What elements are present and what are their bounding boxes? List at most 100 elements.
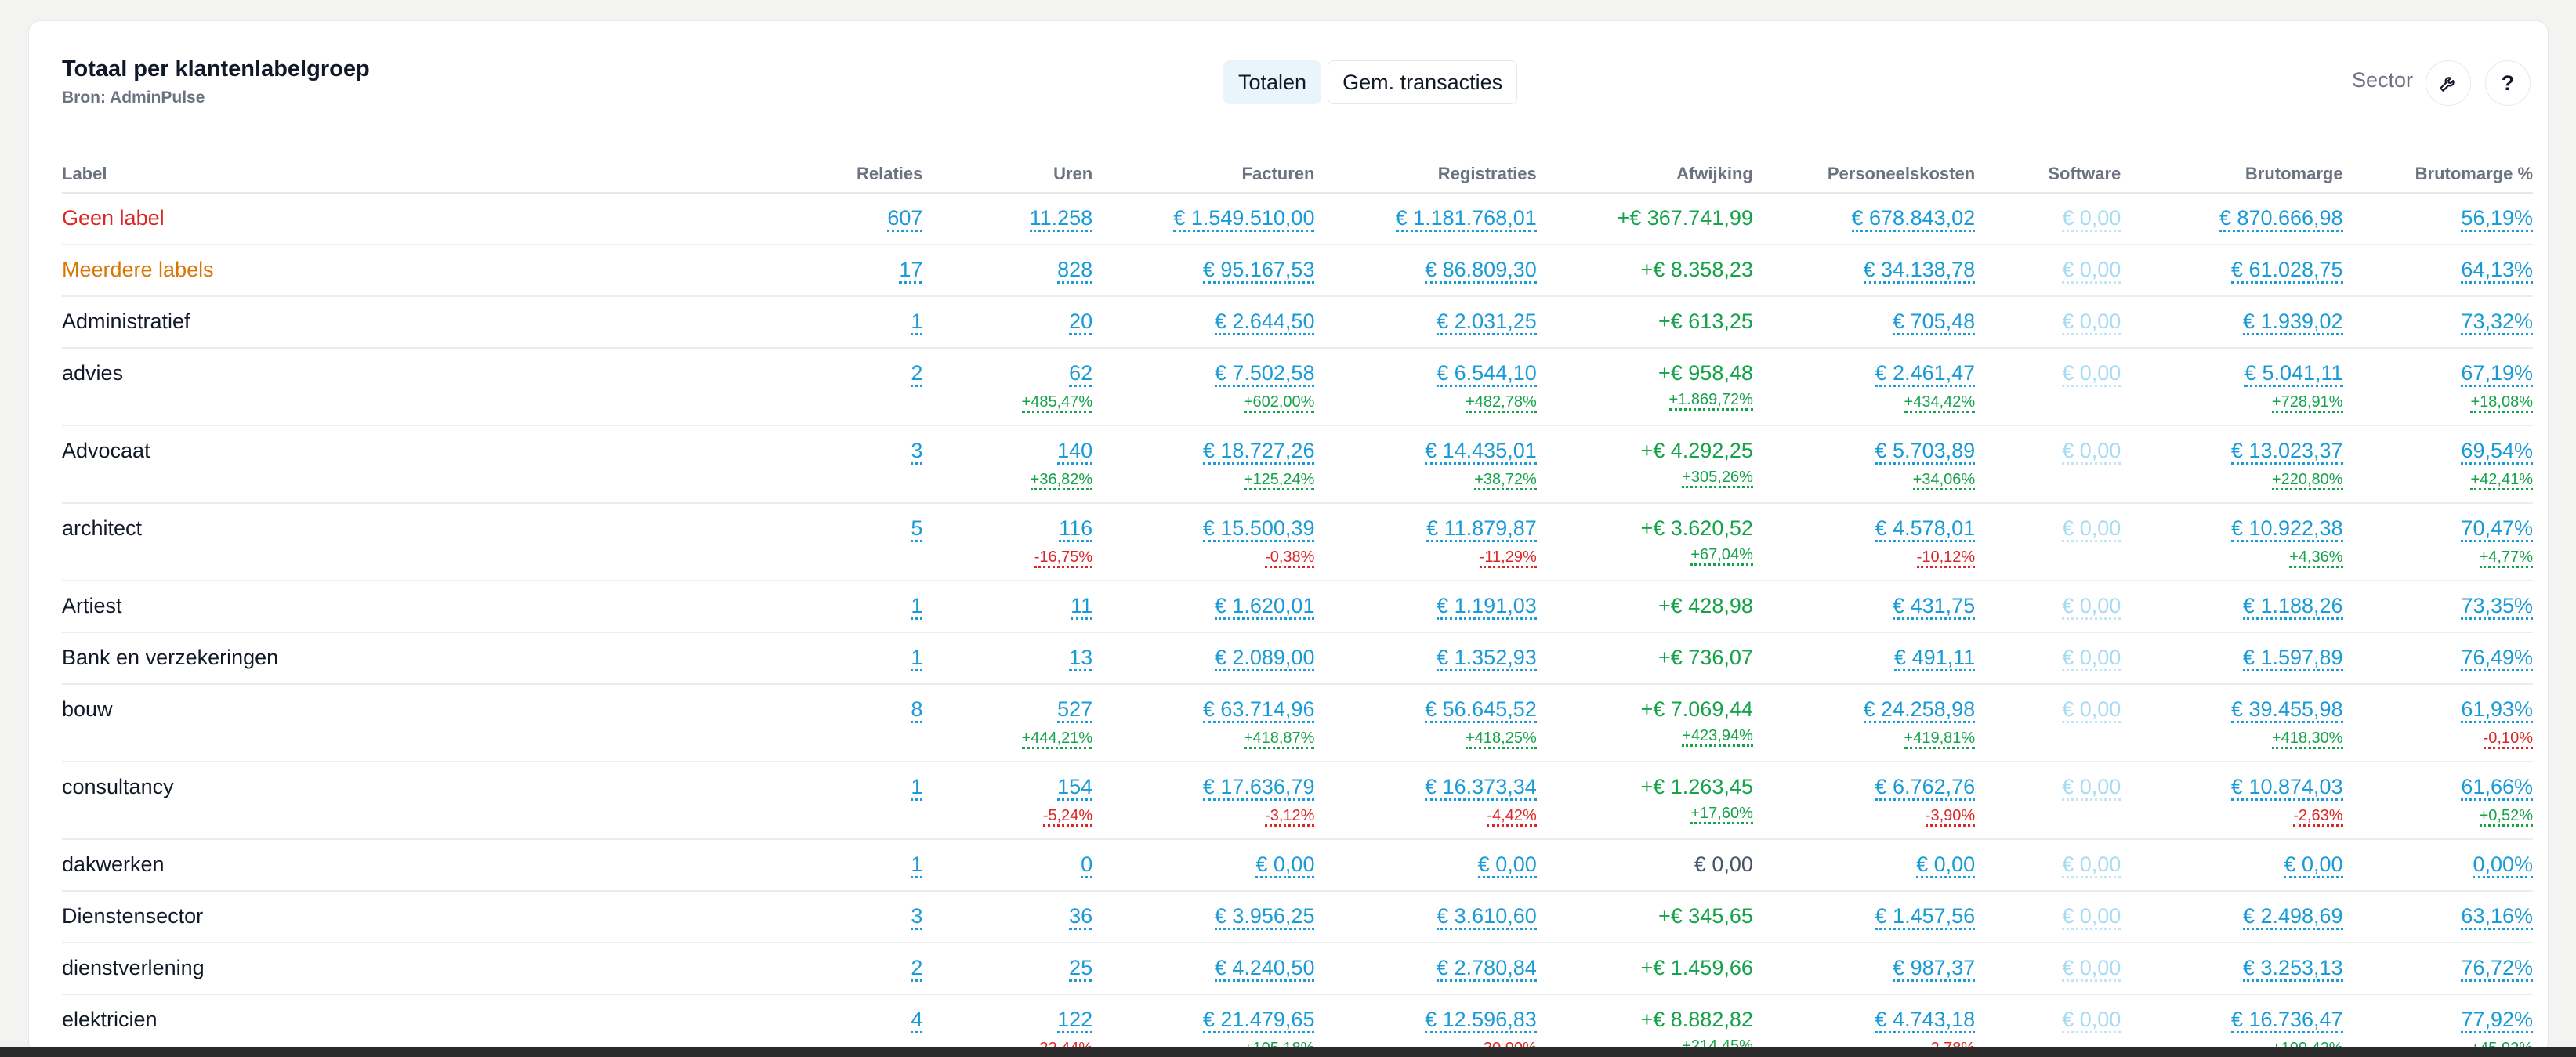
col-header-label[interactable]: Label bbox=[62, 142, 727, 194]
col-header-brutomarge-pct[interactable]: Brutomarge % bbox=[2342, 142, 2533, 194]
value-uren[interactable]: 154 bbox=[1057, 775, 1093, 801]
value-uren[interactable]: 25 bbox=[1069, 956, 1093, 982]
help-button[interactable]: ? bbox=[2485, 60, 2531, 106]
value-software[interactable]: € 0,00 bbox=[2062, 646, 2121, 671]
value-facturen[interactable]: € 2.089,00 bbox=[1214, 646, 1315, 671]
value-registraties[interactable]: € 14.435,01 bbox=[1425, 439, 1537, 465]
value-facturen[interactable]: € 4.240,50 bbox=[1214, 956, 1315, 982]
value-software[interactable]: € 0,00 bbox=[2062, 439, 2121, 465]
value-brutomarge-pct[interactable]: 61,93% bbox=[2461, 697, 2533, 723]
table-row[interactable]: dienstverlening 2 25 € 4.240,50 € 2.780,84 +€… bbox=[62, 943, 2533, 995]
value-software[interactable]: € 0,00 bbox=[2062, 852, 2121, 878]
value-registraties[interactable]: € 1.352,93 bbox=[1437, 646, 1537, 671]
value-software[interactable]: € 0,00 bbox=[2062, 904, 2121, 930]
value-registraties[interactable]: € 1.191,03 bbox=[1437, 594, 1537, 620]
value-relaties[interactable]: 8 bbox=[911, 697, 923, 723]
col-header-software[interactable]: Software bbox=[1975, 142, 2121, 194]
value-registraties[interactable]: € 12.596,83 bbox=[1425, 1008, 1537, 1033]
value-brutomarge-pct[interactable]: 69,54% bbox=[2461, 439, 2533, 465]
value-personeelskosten[interactable]: € 705,48 bbox=[1893, 309, 1976, 335]
settings-button[interactable] bbox=[2426, 60, 2471, 106]
value-facturen[interactable]: € 21.479,65 bbox=[1202, 1008, 1315, 1033]
value-registraties[interactable]: € 56.645,52 bbox=[1425, 697, 1537, 723]
value-brutomarge[interactable]: € 61.028,75 bbox=[2230, 258, 2343, 284]
value-uren[interactable]: 116 bbox=[1059, 516, 1093, 542]
value-relaties[interactable]: 17 bbox=[899, 258, 923, 284]
value-registraties[interactable]: € 2.031,25 bbox=[1437, 309, 1537, 335]
value-relaties[interactable]: 1 bbox=[911, 594, 923, 620]
value-facturen[interactable]: € 1.549.510,00 bbox=[1173, 206, 1315, 232]
value-personeelskosten[interactable]: € 0,00 bbox=[1916, 852, 1976, 878]
value-relaties[interactable]: 5 bbox=[911, 516, 923, 542]
value-brutomarge[interactable]: € 13.023,37 bbox=[2230, 439, 2343, 465]
table-row[interactable]: dakwerken 1 0 € 0,00 € 0,00 € 0,00 € 0,00 € 0,0… bbox=[62, 839, 2533, 892]
row-label-text[interactable]: elektricien bbox=[62, 1008, 158, 1031]
value-facturen[interactable]: € 63.714,96 bbox=[1202, 697, 1315, 723]
value-facturen[interactable]: € 1.620,01 bbox=[1214, 594, 1315, 620]
row-label-text[interactable]: Geen label bbox=[62, 206, 165, 230]
value-personeelskosten[interactable]: € 5.703,89 bbox=[1875, 439, 1976, 465]
value-brutomarge[interactable]: € 16.736,47 bbox=[2230, 1008, 2343, 1033]
value-registraties[interactable]: € 3.610,60 bbox=[1437, 904, 1537, 930]
value-relaties[interactable]: 3 bbox=[911, 904, 923, 930]
row-label-text[interactable]: bouw bbox=[62, 697, 113, 721]
value-personeelskosten[interactable]: € 4.743,18 bbox=[1875, 1008, 1976, 1033]
value-personeelskosten[interactable]: € 4.578,01 bbox=[1875, 516, 1976, 542]
col-header-uren[interactable]: Uren bbox=[922, 142, 1093, 194]
value-relaties[interactable]: 4 bbox=[911, 1008, 923, 1033]
value-brutomarge-pct[interactable]: 76,49% bbox=[2461, 646, 2533, 671]
value-uren[interactable]: 11 bbox=[1071, 594, 1093, 620]
col-header-facturen[interactable]: Facturen bbox=[1092, 142, 1315, 194]
row-label-text[interactable]: architect bbox=[62, 516, 143, 540]
value-facturen[interactable]: € 95.167,53 bbox=[1202, 258, 1315, 284]
value-brutomarge[interactable]: € 39.455,98 bbox=[2230, 697, 2343, 723]
value-brutomarge-pct[interactable]: 73,32% bbox=[2461, 309, 2533, 335]
value-brutomarge[interactable]: € 10.874,03 bbox=[2230, 775, 2343, 801]
value-software[interactable]: € 0,00 bbox=[2062, 697, 2121, 723]
value-facturen[interactable]: € 17.636,79 bbox=[1202, 775, 1315, 801]
table-row[interactable]: Meerdere labels 17 828 € 95.167,53 € 86.809,… bbox=[62, 244, 2533, 297]
row-label-text[interactable]: Administratief bbox=[62, 309, 190, 333]
value-uren[interactable]: 828 bbox=[1057, 258, 1093, 284]
value-personeelskosten[interactable]: € 6.762,76 bbox=[1875, 775, 1976, 801]
value-facturen[interactable]: € 15.500,39 bbox=[1202, 516, 1315, 542]
value-facturen[interactable]: € 0,00 bbox=[1255, 852, 1315, 878]
value-brutomarge[interactable]: € 1.939,02 bbox=[2242, 309, 2343, 335]
row-label-text[interactable]: dakwerken bbox=[62, 852, 165, 876]
table-row[interactable]: architect 5 116 -16,75% € 15.500,39 -0,38% € 1… bbox=[62, 503, 2533, 581]
value-registraties[interactable]: € 1.181.768,01 bbox=[1395, 206, 1537, 232]
value-software[interactable]: € 0,00 bbox=[2062, 258, 2121, 284]
tab-gem-transacties[interactable]: Gem. transacties bbox=[1328, 60, 1518, 104]
value-registraties[interactable]: € 2.780,84 bbox=[1437, 956, 1537, 982]
value-brutomarge[interactable]: € 0,00 bbox=[2284, 852, 2343, 878]
value-software[interactable]: € 0,00 bbox=[2062, 361, 2121, 387]
value-software[interactable]: € 0,00 bbox=[2062, 309, 2121, 335]
col-header-relaties[interactable]: Relaties bbox=[726, 142, 923, 194]
value-relaties[interactable]: 1 bbox=[911, 775, 923, 801]
table-row[interactable]: bouw 8 527 +444,21% € 63.714,96 +418,87% € 56.… bbox=[62, 684, 2533, 762]
value-personeelskosten[interactable]: € 34.138,78 bbox=[1863, 258, 1976, 284]
value-uren[interactable]: 36 bbox=[1069, 904, 1093, 930]
col-header-brutomarge[interactable]: Brutomarge bbox=[2121, 142, 2343, 194]
value-brutomarge-pct[interactable]: 56,19% bbox=[2461, 206, 2533, 232]
value-relaties[interactable]: 607 bbox=[887, 206, 923, 232]
value-facturen[interactable]: € 18.727,26 bbox=[1202, 439, 1315, 465]
value-brutomarge-pct[interactable]: 61,66% bbox=[2461, 775, 2533, 801]
value-personeelskosten[interactable]: € 987,37 bbox=[1893, 956, 1976, 982]
value-relaties[interactable]: 2 bbox=[911, 956, 923, 982]
row-label-text[interactable]: advies bbox=[62, 361, 124, 385]
col-header-personeelskosten[interactable]: Personeelskosten bbox=[1752, 142, 1976, 194]
value-registraties[interactable]: € 16.373,34 bbox=[1425, 775, 1537, 801]
col-header-registraties[interactable]: Registraties bbox=[1314, 142, 1537, 194]
value-brutomarge-pct[interactable]: 0,00% bbox=[2473, 852, 2533, 878]
value-brutomarge-pct[interactable]: 70,47% bbox=[2461, 516, 2533, 542]
value-personeelskosten[interactable]: € 491,11 bbox=[1894, 646, 1976, 671]
value-brutomarge-pct[interactable]: 64,13% bbox=[2461, 258, 2533, 284]
value-registraties[interactable]: € 86.809,30 bbox=[1425, 258, 1537, 284]
table-row[interactable]: consultancy 1 154 -5,24% € 17.636,79 -3,12% € … bbox=[62, 762, 2533, 840]
value-software[interactable]: € 0,00 bbox=[2062, 775, 2121, 801]
value-personeelskosten[interactable]: € 431,75 bbox=[1893, 594, 1976, 620]
value-software[interactable]: € 0,00 bbox=[2062, 206, 2121, 232]
value-personeelskosten[interactable]: € 2.461,47 bbox=[1875, 361, 1976, 387]
